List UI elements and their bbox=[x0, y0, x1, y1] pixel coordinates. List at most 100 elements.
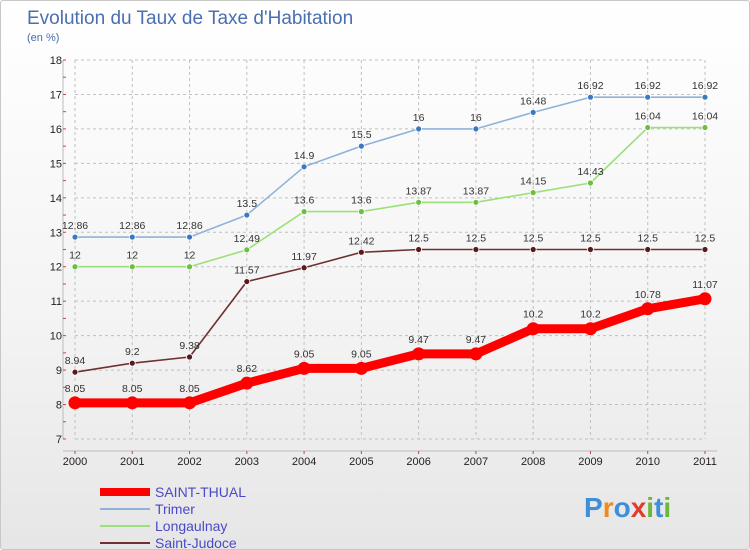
y-tick-label: 18 bbox=[50, 55, 62, 67]
series-point-2 bbox=[186, 263, 193, 271]
data-label-2: 12 bbox=[126, 250, 138, 262]
data-label-0: 8.05 bbox=[65, 383, 86, 395]
series-point-1 bbox=[243, 211, 251, 219]
x-tick-label: 2011 bbox=[693, 456, 717, 468]
data-label-2: 13.6 bbox=[351, 195, 372, 207]
x-tick-label: 2005 bbox=[349, 456, 373, 468]
x-tick-label: 2010 bbox=[635, 456, 659, 468]
data-label-2: 14.43 bbox=[577, 166, 603, 178]
legend-label-3: Saint-Judoce bbox=[155, 535, 237, 550]
series-point-3 bbox=[415, 246, 423, 253]
series-point-1 bbox=[186, 233, 193, 241]
series-point-0 bbox=[240, 376, 254, 390]
series-point-0 bbox=[583, 322, 597, 336]
data-label-0: 9.47 bbox=[408, 334, 429, 346]
data-label-2: 12.49 bbox=[234, 233, 260, 245]
data-label-2: 14.15 bbox=[520, 176, 546, 188]
x-tick-label: 2008 bbox=[521, 456, 545, 468]
series-point-1 bbox=[128, 233, 136, 241]
data-label-0: 9.05 bbox=[351, 348, 372, 360]
proxiti-logo-text: Proxiti bbox=[584, 492, 671, 523]
y-tick-label: 17 bbox=[50, 89, 62, 101]
series-layer bbox=[68, 93, 712, 410]
series-point-0 bbox=[526, 322, 540, 336]
y-tick-label: 8 bbox=[56, 400, 62, 412]
data-label-2: 12 bbox=[184, 250, 196, 262]
data-label-1: 12.86 bbox=[62, 220, 88, 232]
x-tick-label: 2000 bbox=[63, 456, 87, 468]
series-point-3 bbox=[357, 248, 365, 256]
data-label-1: 14.9 bbox=[294, 150, 315, 162]
series-point-3 bbox=[701, 246, 709, 253]
data-label-3: 12.5 bbox=[408, 233, 429, 245]
data-label-0: 10.78 bbox=[635, 289, 661, 301]
data-label-1: 13.5 bbox=[237, 198, 258, 210]
data-label-3: 11.97 bbox=[291, 251, 317, 263]
x-tick-label: 2002 bbox=[177, 456, 201, 468]
data-label-0: 9.47 bbox=[466, 334, 487, 346]
series-point-0 bbox=[125, 396, 139, 410]
series-point-3 bbox=[587, 246, 594, 253]
data-label-3: 12.5 bbox=[466, 233, 487, 245]
series-point-0 bbox=[412, 347, 426, 361]
series-point-0 bbox=[354, 361, 368, 375]
series-point-2 bbox=[357, 208, 365, 216]
series-point-2 bbox=[415, 198, 423, 206]
y-tick-label: 7 bbox=[56, 434, 62, 446]
data-label-3: 12.5 bbox=[695, 233, 716, 245]
y-tick-label: 16 bbox=[50, 124, 62, 136]
chart-subtitle: (en %) bbox=[27, 32, 59, 44]
data-label-3: 12.42 bbox=[348, 235, 374, 247]
series-point-3 bbox=[243, 278, 251, 285]
series-point-3 bbox=[644, 246, 652, 253]
data-label-0: 10.2 bbox=[580, 309, 601, 321]
legend-label-0: SAINT-THUAL bbox=[155, 484, 246, 500]
data-label-3: 9.38 bbox=[179, 340, 200, 352]
data-label-2: 13.87 bbox=[463, 185, 489, 197]
series-point-1 bbox=[644, 93, 652, 101]
series-point-2 bbox=[243, 246, 251, 254]
data-label-3: 12.5 bbox=[580, 233, 601, 245]
series-point-0 bbox=[698, 292, 712, 306]
series-point-1 bbox=[587, 93, 594, 101]
x-tick-label: 2007 bbox=[464, 456, 488, 468]
series-point-1 bbox=[357, 142, 365, 150]
data-label-1: 12.86 bbox=[119, 220, 145, 232]
data-label-1: 16 bbox=[413, 112, 425, 124]
series-point-2 bbox=[472, 198, 480, 206]
data-label-2: 16.04 bbox=[692, 111, 718, 123]
data-label-0: 8.05 bbox=[179, 383, 200, 395]
data-label-1: 16.92 bbox=[692, 80, 718, 92]
y-tick-label: 13 bbox=[50, 227, 62, 239]
series-line-0 bbox=[70, 294, 710, 408]
data-label-2: 13.6 bbox=[294, 195, 315, 207]
data-label-2: 16.04 bbox=[635, 111, 661, 123]
series-point-3 bbox=[128, 359, 136, 367]
data-label-1: 16.92 bbox=[635, 80, 661, 92]
series-point-0 bbox=[641, 302, 655, 316]
series-point-2 bbox=[529, 189, 537, 197]
series-point-1 bbox=[300, 163, 308, 171]
y-tick-label: 9 bbox=[56, 365, 62, 377]
series-point-1 bbox=[71, 233, 79, 241]
data-label-0: 10.2 bbox=[523, 309, 544, 321]
data-label-1: 16.48 bbox=[520, 95, 546, 107]
series-line-1 bbox=[74, 96, 706, 238]
y-tick-label: 15 bbox=[50, 158, 62, 170]
y-tick-label: 10 bbox=[50, 331, 62, 343]
data-label-3: 11.57 bbox=[234, 265, 260, 277]
series-point-1 bbox=[415, 125, 423, 133]
data-label-1: 15.5 bbox=[351, 129, 372, 141]
x-tick-label: 2004 bbox=[292, 456, 316, 468]
data-label-2: 13.87 bbox=[405, 185, 431, 197]
data-label-0: 11.07 bbox=[692, 279, 718, 291]
data-label-0: 8.05 bbox=[122, 383, 143, 395]
data-label-3: 8.94 bbox=[65, 355, 86, 367]
x-tick-label: 2003 bbox=[235, 456, 259, 468]
data-label-1: 16.92 bbox=[577, 80, 603, 92]
series-point-3 bbox=[472, 246, 480, 253]
x-tick-label: 2006 bbox=[406, 456, 430, 468]
data-label-3: 12.5 bbox=[638, 233, 659, 245]
